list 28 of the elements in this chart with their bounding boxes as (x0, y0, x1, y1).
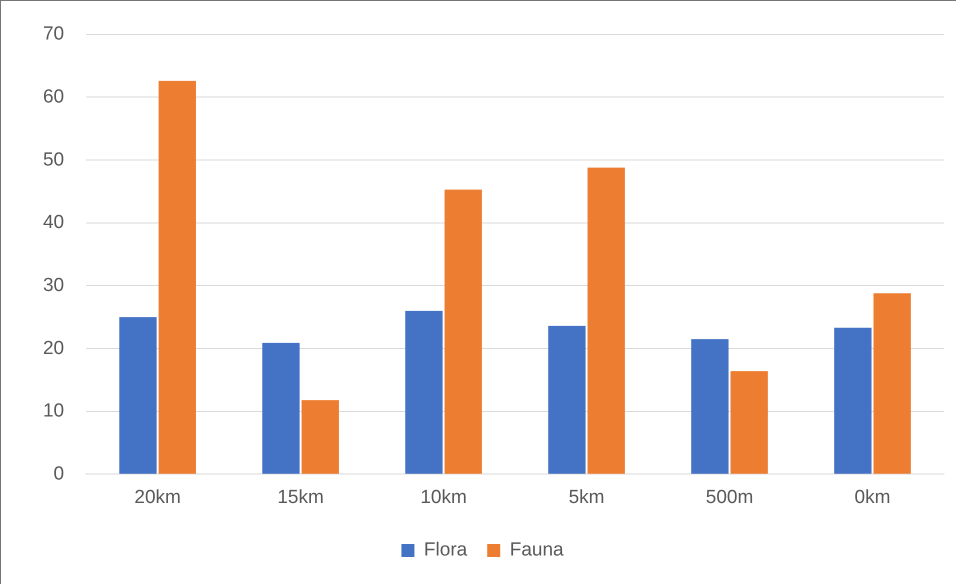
y-tick-label: 20 (42, 338, 64, 359)
bar (730, 371, 768, 474)
y-tick-label: 0 (54, 463, 64, 484)
bar (834, 328, 872, 474)
bar (302, 400, 339, 474)
bar (588, 168, 625, 474)
bar (158, 80, 196, 474)
y-tick-label: 10 (42, 400, 64, 422)
bar (548, 326, 586, 474)
bar (444, 190, 482, 474)
x-tick-label: 0km (854, 486, 890, 508)
x-tick-label: 10km (420, 486, 467, 508)
legend-label: Fauna (510, 540, 564, 561)
x-tick-label: 5km (568, 486, 605, 508)
y-tick-label: 60 (42, 86, 64, 108)
bar (119, 317, 157, 474)
legend-label: Flora (424, 540, 468, 561)
y-tick-label: 70 (42, 24, 64, 45)
bar (873, 293, 911, 474)
y-tick-label: 40 (42, 212, 64, 234)
y-tick-label: 50 (42, 149, 64, 170)
bar (405, 310, 443, 474)
x-tick-label: 20km (134, 486, 181, 508)
bar (262, 342, 300, 474)
x-tick-label: 15km (277, 486, 324, 508)
x-tick-label: 500m (706, 486, 754, 508)
bar (691, 339, 729, 474)
y-tick-label: 30 (42, 274, 64, 296)
